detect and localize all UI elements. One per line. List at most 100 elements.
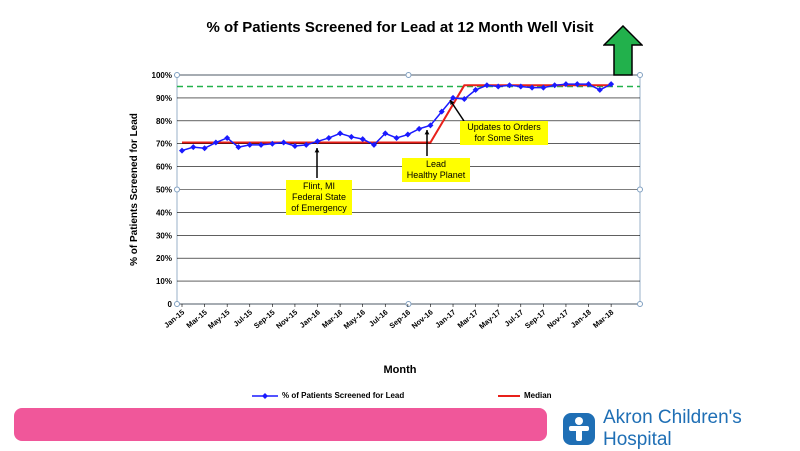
selection-handle <box>405 72 412 78</box>
annotation-flint-arrow-head <box>314 148 320 153</box>
data-point <box>529 84 536 91</box>
selection-handle <box>637 186 643 193</box>
data-point <box>551 82 558 89</box>
x-tick-label: Jan-15 <box>162 308 186 330</box>
x-tick-label: May-17 <box>477 308 502 331</box>
data-point <box>246 141 253 148</box>
legend-series-marker <box>252 392 278 399</box>
legend-series-label: % of Patients Screened for Lead <box>282 391 405 400</box>
selection-handle <box>174 186 180 193</box>
data-point <box>382 130 389 137</box>
annotation-flint: Flint, MI Federal State of Emergency <box>286 180 352 215</box>
data-point <box>280 139 287 146</box>
x-axis-label: Month <box>383 364 417 376</box>
data-point <box>495 83 502 90</box>
x-tick-label: Jan-16 <box>298 308 322 330</box>
data-point <box>179 147 185 154</box>
y-tick-label: 100% <box>152 71 172 80</box>
annotation-flint-text: Flint, MI Federal State of Emergency <box>291 181 347 213</box>
x-tick-label: Sep-17 <box>523 308 548 331</box>
x-tick-label: Nov-17 <box>545 308 570 331</box>
data-point <box>325 134 332 141</box>
data-point <box>608 81 615 88</box>
y-tick-label: 40% <box>156 208 172 217</box>
y-tick-label: 20% <box>156 254 172 263</box>
data-point <box>540 84 547 91</box>
selection-handle <box>637 72 643 78</box>
data-point <box>235 144 242 151</box>
x-tick-label: May-15 <box>206 308 231 331</box>
data-point <box>348 133 355 140</box>
x-tick-label: Nov-15 <box>274 308 299 331</box>
y-tick-label: 30% <box>156 231 172 240</box>
data-point <box>461 96 468 103</box>
legend-median: Median <box>498 391 552 400</box>
x-tick-label: Jan-17 <box>433 308 457 330</box>
x-tick-label: Sep-16 <box>388 308 413 331</box>
y-tick-label: 70% <box>156 140 172 149</box>
data-point <box>517 83 524 90</box>
data-point <box>359 136 366 143</box>
legend-median-label: Median <box>524 391 552 400</box>
x-tick-label: Nov-16 <box>410 308 435 331</box>
data-point <box>291 142 298 149</box>
y-tick-label: 80% <box>156 117 172 126</box>
data-point <box>450 94 457 101</box>
x-tick-label: Mar-17 <box>456 308 480 330</box>
annotation-updates-orders: Updates to Orders for Some Sites <box>460 121 548 145</box>
data-point <box>438 108 445 115</box>
annotation-updates-orders-arrow <box>449 99 467 125</box>
data-point <box>404 131 411 138</box>
data-point <box>506 82 513 89</box>
data-point <box>303 141 310 148</box>
data-point <box>314 138 321 145</box>
goal-arrow-up-icon <box>603 25 643 76</box>
hospital-logo: Akron Children's Hospital <box>563 407 800 451</box>
data-point <box>224 134 231 141</box>
x-tick-label: Mar-15 <box>185 308 209 330</box>
annotation-healthy-planet-text: Lead Healthy Planet <box>406 159 466 180</box>
annotation-updates-orders-arrow-head <box>450 100 455 105</box>
chart-title: % of Patients Screened for Lead at 12 Mo… <box>206 19 594 36</box>
data-point <box>596 86 603 93</box>
data-point <box>190 144 197 151</box>
y-tick-label: 50% <box>156 186 172 195</box>
data-point <box>201 145 208 152</box>
x-tick-label: Jan-18 <box>569 308 593 330</box>
selection-handle <box>174 72 180 78</box>
data-point <box>585 81 592 88</box>
x-tick-label: Mar-18 <box>591 308 615 330</box>
selection-handle <box>405 301 412 307</box>
hospital-logo-text: Akron Children's Hospital <box>603 407 742 450</box>
selection-handle <box>637 301 643 307</box>
y-tick-label: 0 <box>168 300 173 309</box>
data-point <box>370 141 377 148</box>
selection-handle <box>174 301 180 307</box>
annotation-updates-orders-text: Updates to Orders for Some Sites <box>467 122 541 143</box>
x-tick-label: May-16 <box>342 308 367 331</box>
annotation-healthy-planet: Lead Healthy Planet <box>402 158 470 182</box>
x-tick-label: Sep-15 <box>252 308 277 331</box>
data-point <box>472 86 479 93</box>
data-point <box>393 134 400 141</box>
x-tick-label: Jul-16 <box>367 308 389 329</box>
hospital-logo-icon <box>563 413 595 445</box>
legend-series: % of Patients Screened for Lead <box>252 391 404 400</box>
data-point <box>483 82 490 89</box>
data-point <box>427 122 434 129</box>
data-point <box>574 81 581 88</box>
annotation-healthy-planet-arrow-head <box>424 130 430 135</box>
data-point <box>416 125 423 132</box>
x-tick-label: Mar-16 <box>320 308 344 330</box>
data-point <box>562 81 569 88</box>
legend-median-marker <box>498 394 520 397</box>
y-tick-label: 10% <box>156 277 172 286</box>
footer-pink-bar <box>14 408 547 441</box>
data-point <box>212 139 219 146</box>
y-tick-label: 60% <box>156 163 172 172</box>
x-tick-label: Jul-17 <box>503 308 525 329</box>
data-point <box>258 141 265 148</box>
x-tick-label: Jul-15 <box>232 308 254 329</box>
y-tick-label: 90% <box>156 94 172 103</box>
